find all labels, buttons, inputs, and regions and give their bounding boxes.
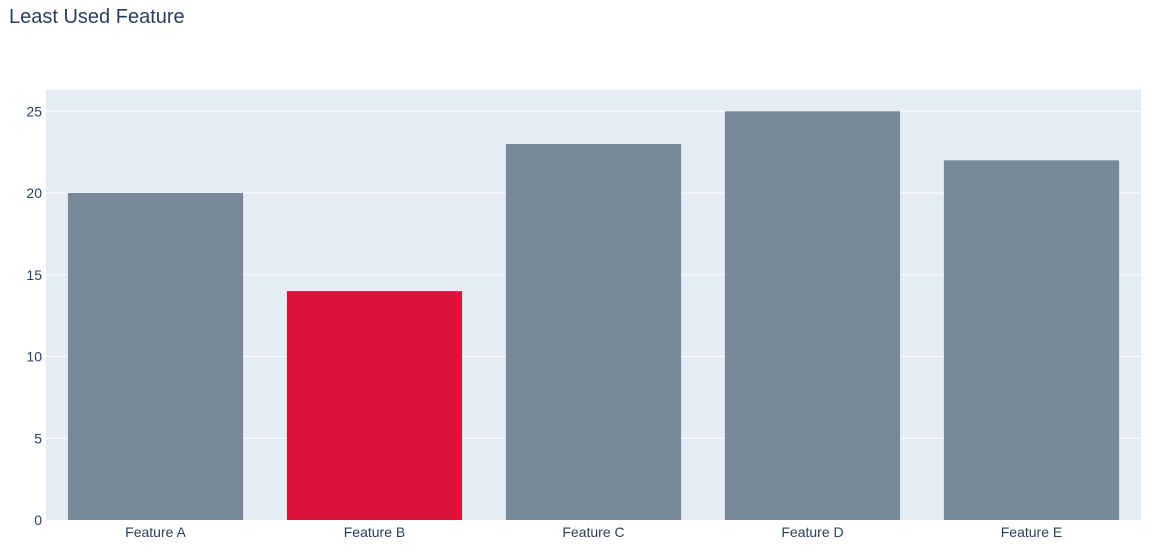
x-tick-label: Feature E: [1001, 524, 1062, 540]
y-tick-label: 0: [34, 512, 42, 528]
x-tick-label: Feature D: [781, 524, 843, 540]
y-tick-label: 15: [26, 267, 42, 283]
y-tick-label: 5: [34, 430, 42, 446]
y-tick-label: 25: [26, 103, 42, 119]
chart-title: Least Used Feature: [9, 6, 185, 28]
x-tick-label: Feature B: [344, 524, 405, 540]
y-tick-label: 10: [26, 349, 42, 365]
x-tick-label: Feature C: [562, 524, 624, 540]
y-tick-label: 20: [26, 185, 42, 201]
bar-feature-d: [724, 111, 901, 520]
bars: [67, 111, 1120, 521]
bar-feature-e: [943, 160, 1120, 520]
bar-feature-b: [286, 291, 463, 520]
bar-feature-c: [505, 143, 682, 520]
bar-feature-a: [67, 193, 244, 521]
y-axis-ticks: 0 5 10 15 20 25: [26, 103, 42, 528]
x-tick-label: Feature A: [125, 524, 186, 540]
x-axis-ticks: Feature A Feature B Feature C Feature D Feat…: [125, 524, 1062, 540]
